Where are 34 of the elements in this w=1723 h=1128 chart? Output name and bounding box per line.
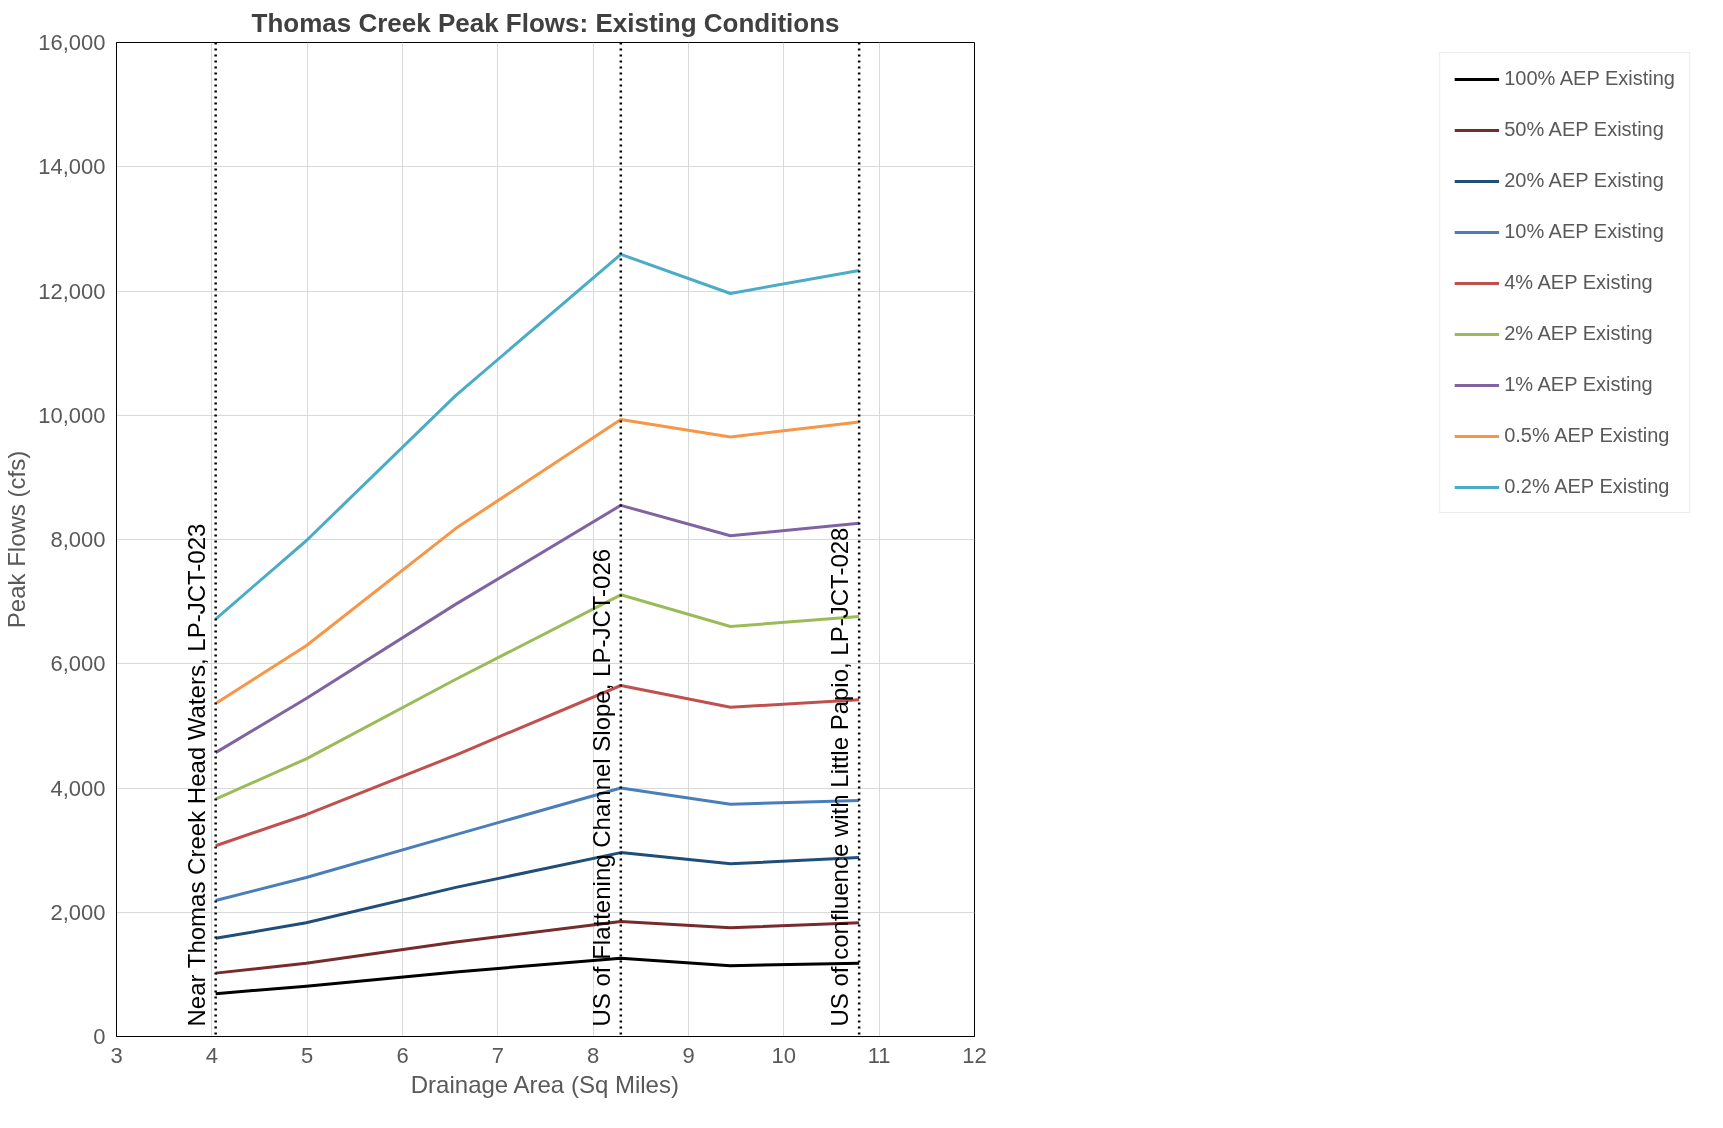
legend-label: 50% AEP Existing xyxy=(1504,118,1664,141)
y-tick-label: 2,000 xyxy=(50,899,106,925)
legend-label: 1% AEP Existing xyxy=(1504,373,1653,396)
y-tick-label: 8,000 xyxy=(50,527,106,552)
y-tick-label: 0 xyxy=(93,1024,106,1049)
y-tick-label: 12,000 xyxy=(38,278,106,304)
ref-line-label: US of confluence with Little Papio, LP-JCT-028 xyxy=(826,527,854,1027)
y-tick-label: 16,000 xyxy=(38,30,106,55)
ref-line-label: Near Thomas Creek Head Waters, LP-JCT-023 xyxy=(182,523,210,1027)
ref-line-label: US of Flattening Channel Slope, LP-JCT-026 xyxy=(587,548,615,1027)
legend-label: 10% AEP Existing xyxy=(1504,220,1664,243)
x-tick-label: 11 xyxy=(867,1042,891,1068)
x-tick-label: 8 xyxy=(587,1042,600,1068)
y-tick-label: 10,000 xyxy=(38,402,106,428)
legend-label: 4% AEP Existing xyxy=(1504,271,1653,294)
y-axis-title: Peak Flows (cfs) xyxy=(3,450,31,629)
y-tick-label: 14,000 xyxy=(38,154,106,180)
x-tick-label: 10 xyxy=(771,1042,797,1068)
x-tick-label: 5 xyxy=(301,1042,314,1068)
x-tick-label: 3 xyxy=(110,1042,123,1068)
x-tick-label: 6 xyxy=(396,1042,409,1068)
legend-label: 100% AEP Existing xyxy=(1504,67,1675,90)
y-tick-label: 4,000 xyxy=(50,775,106,801)
chart-title: Thomas Creek Peak Flows: Existing Conditions xyxy=(251,7,840,38)
legend-label: 0.2% AEP Existing xyxy=(1504,475,1670,498)
x-axis-title: Drainage Area (Sq Miles) xyxy=(410,1070,679,1098)
x-tick-label: 7 xyxy=(491,1042,504,1068)
x-tick-label: 4 xyxy=(205,1042,218,1068)
legend-label: 0.5% AEP Existing xyxy=(1504,424,1670,447)
legend-label: 2% AEP Existing xyxy=(1504,322,1653,345)
y-tick-label: 6,000 xyxy=(50,651,106,677)
x-tick-label: 12 xyxy=(962,1042,987,1068)
x-tick-label: 9 xyxy=(682,1042,695,1068)
legend-label: 20% AEP Existing xyxy=(1504,169,1664,192)
